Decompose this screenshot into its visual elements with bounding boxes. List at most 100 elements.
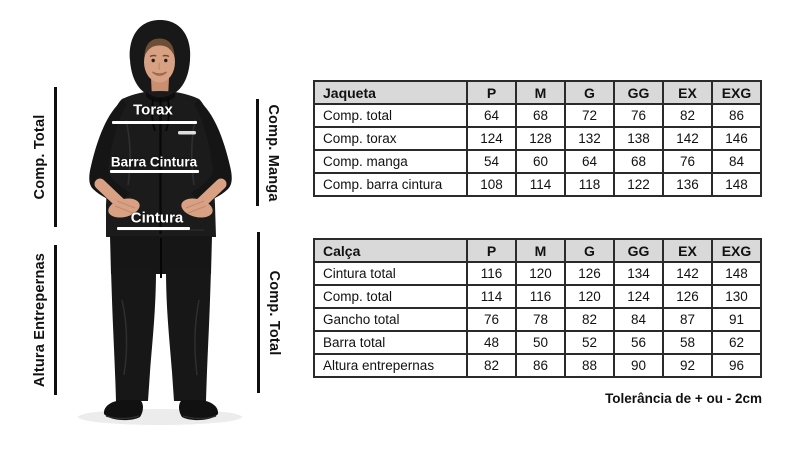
measurement-value-cell: 116 <box>515 284 566 309</box>
measurement-label-cell: Comp. total <box>313 103 468 128</box>
measurement-value-cell: 124 <box>613 284 664 309</box>
measurement-label-cell: Gancho total <box>313 307 468 332</box>
pants-crease-right <box>194 299 200 376</box>
left-shoe-sole <box>105 415 140 420</box>
model-figure-panel: Torax Barra Cintura Cintura Comp. Total … <box>0 0 310 450</box>
sleeve-length-line <box>256 99 259 206</box>
measurement-value-cell: 86 <box>711 103 762 128</box>
pants-length-label: Comp. Total <box>266 270 282 356</box>
measurement-value-cell: 148 <box>711 261 762 286</box>
barra-cintura-label: Barra Cintura <box>110 154 198 170</box>
size-header-cell: EXG <box>711 238 762 263</box>
measurement-row: Gancho total 76 78 82 84 87 91 <box>313 307 762 332</box>
measurement-value-cell: 90 <box>613 353 664 378</box>
measurement-value-cell: 82 <box>564 307 615 332</box>
torax-label: Torax <box>133 101 173 119</box>
size-header-cell: EXG <box>711 80 762 105</box>
measurement-value-cell: 72 <box>564 103 615 128</box>
table-title-cell: Calça <box>313 238 468 263</box>
measurement-label-cell: Comp. total <box>313 284 468 309</box>
pants-left-leg <box>111 270 156 401</box>
measurement-value-cell: 52 <box>564 330 615 355</box>
size-header-cell: P <box>466 238 517 263</box>
brand-logo-mark <box>178 131 196 135</box>
right-shoe-sole <box>182 415 217 420</box>
face-shape <box>144 41 175 83</box>
measurement-value-cell: 50 <box>515 330 566 355</box>
size-header-cell: EX <box>662 80 713 105</box>
measurement-value-cell: 118 <box>564 172 615 197</box>
measurement-value-cell: 64 <box>564 149 615 174</box>
measurement-value-cell: 124 <box>466 126 517 151</box>
measurement-value-cell: 136 <box>662 172 713 197</box>
right-shoe <box>179 400 219 421</box>
right-hand-fingers <box>185 200 207 214</box>
inseam-label: Altura Entrepernas <box>32 252 48 388</box>
jacket-crease-left <box>125 119 131 186</box>
sleeve-length-label: Comp. Manga <box>265 104 281 202</box>
size-header-cell: P <box>466 80 517 105</box>
left-hand-fingers <box>114 200 136 214</box>
nose-line <box>158 62 161 70</box>
measurement-row: Comp. total 64 68 72 76 82 86 <box>313 103 762 128</box>
hood-drawstring-left <box>151 98 156 132</box>
left-arm-sleeve <box>89 100 130 204</box>
jacket-crease-right <box>190 119 196 186</box>
size-header-cell: G <box>564 80 615 105</box>
measurement-value-cell: 76 <box>613 103 664 128</box>
size-header-cell: EX <box>662 238 713 263</box>
pants-right-leg <box>166 270 211 401</box>
measurement-value-cell: 148 <box>711 172 762 197</box>
tolerance-note: Tolerância de + ou - 2cm <box>605 391 762 406</box>
measurement-row: Altura entrepernas 82 86 88 90 92 96 <box>313 353 762 378</box>
calca-header-row: Calça P M G GG EX EXG <box>313 238 762 263</box>
size-header-cell: G <box>564 238 615 263</box>
measurement-value-cell: 92 <box>662 353 713 378</box>
measurement-value-cell: 142 <box>662 126 713 151</box>
measurement-value-cell: 91 <box>711 307 762 332</box>
measurement-value-cell: 58 <box>662 330 713 355</box>
measurement-value-cell: 84 <box>711 149 762 174</box>
measurement-value-cell: 126 <box>662 284 713 309</box>
measurement-value-cell: 64 <box>466 103 517 128</box>
measurement-value-cell: 96 <box>711 353 762 378</box>
measurement-value-cell: 146 <box>711 126 762 151</box>
left-eye <box>151 58 155 63</box>
barra-cintura-measure-line <box>110 170 199 173</box>
measurement-value-cell: 132 <box>564 126 615 151</box>
size-header-cell: GG <box>613 80 664 105</box>
measurement-value-cell: 54 <box>466 149 517 174</box>
measurement-row: Comp. torax 124 128 132 138 142 146 <box>313 126 762 151</box>
inseam-line <box>54 245 57 395</box>
measurement-value-cell: 84 <box>613 307 664 332</box>
left-shoe <box>103 400 143 421</box>
measurement-value-cell: 60 <box>515 149 566 174</box>
measurement-value-cell: 126 <box>564 261 615 286</box>
cintura-measure-line <box>117 227 190 230</box>
measurement-label-cell: Comp. barra cintura <box>313 172 468 197</box>
measurement-row: Comp. total 114 116 120 124 126 130 <box>313 284 762 309</box>
measurement-value-cell: 76 <box>466 307 517 332</box>
calca-size-table: Calça P M G GG EX EXG Cintura total 116 120 126 13… <box>313 238 762 378</box>
measurement-value-cell: 130 <box>711 284 762 309</box>
measurement-label-cell: Barra total <box>313 330 468 355</box>
size-header-cell: GG <box>613 238 664 263</box>
pants-length-line <box>257 232 260 393</box>
measurement-value-cell: 120 <box>515 261 566 286</box>
measurement-value-cell: 122 <box>613 172 664 197</box>
measurement-value-cell: 76 <box>662 149 713 174</box>
jacket-length-label: Comp. Total <box>32 114 48 200</box>
measurement-value-cell: 114 <box>466 284 517 309</box>
measurement-row: Comp. manga 54 60 64 68 76 84 <box>313 149 762 174</box>
measurement-value-cell: 120 <box>564 284 615 309</box>
measurement-value-cell: 128 <box>515 126 566 151</box>
measurement-label-cell: Altura entrepernas <box>313 353 468 378</box>
size-header-cell: M <box>515 80 566 105</box>
measurement-value-cell: 142 <box>662 261 713 286</box>
measurement-value-cell: 86 <box>515 353 566 378</box>
measurement-value-cell: 116 <box>466 261 517 286</box>
measurement-label-cell: Comp. torax <box>313 126 468 151</box>
measurement-value-cell: 48 <box>466 330 517 355</box>
measurement-value-cell: 82 <box>466 353 517 378</box>
